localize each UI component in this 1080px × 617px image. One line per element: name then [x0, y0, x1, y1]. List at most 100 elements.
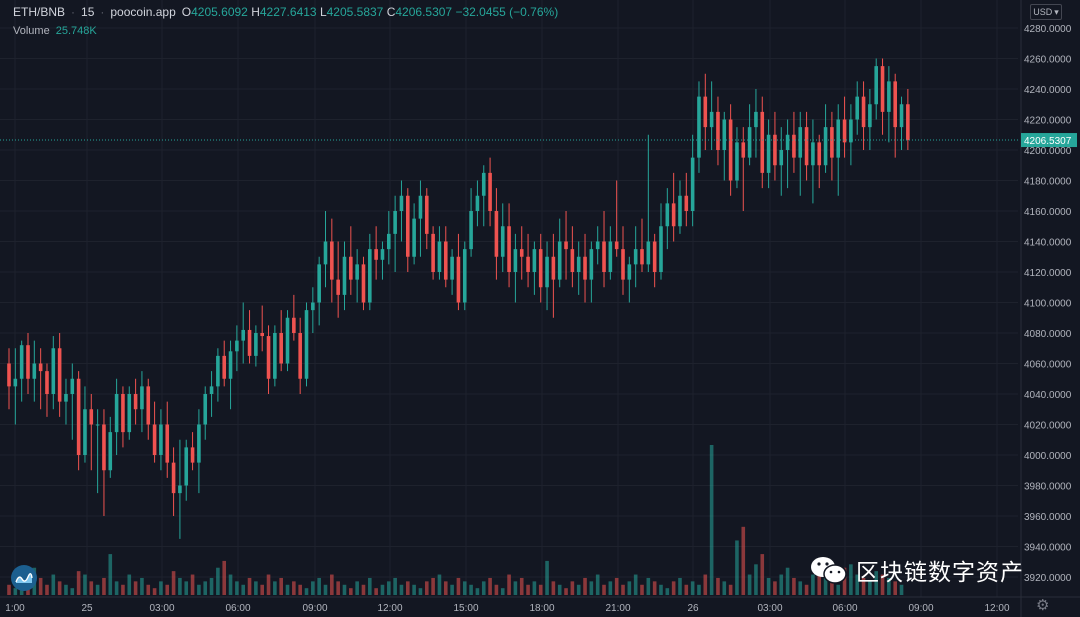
candle-body[interactable]: [678, 195, 682, 227]
candle-body[interactable]: [469, 211, 473, 250]
candle-body[interactable]: [893, 81, 897, 128]
candle-body[interactable]: [235, 340, 239, 352]
candle-body[interactable]: [665, 203, 670, 227]
candle-body[interactable]: [640, 249, 644, 265]
candle-body[interactable]: [564, 241, 568, 250]
candle-body[interactable]: [349, 256, 353, 280]
candle-body[interactable]: [754, 111, 758, 128]
candle-body[interactable]: [488, 172, 492, 211]
candle-body[interactable]: [7, 363, 11, 387]
candle-body[interactable]: [722, 119, 727, 151]
candle-body[interactable]: [589, 249, 594, 280]
interval-label[interactable]: 15: [81, 5, 95, 19]
candle-body[interactable]: [95, 424, 100, 426]
candle-body[interactable]: [538, 249, 543, 288]
candle-body[interactable]: [437, 241, 442, 273]
candle-body[interactable]: [456, 256, 461, 303]
candle-body[interactable]: [830, 127, 834, 158]
candle-body[interactable]: [747, 127, 752, 158]
candle-body[interactable]: [342, 256, 347, 295]
candle-body[interactable]: [247, 329, 252, 356]
candle-body[interactable]: [545, 256, 549, 288]
candle-body[interactable]: [89, 409, 94, 425]
candle-body[interactable]: [760, 111, 765, 173]
candle-body[interactable]: [576, 256, 581, 272]
candle-body[interactable]: [159, 424, 163, 456]
candle-body[interactable]: [19, 345, 24, 379]
candle-body[interactable]: [481, 172, 486, 196]
candle-body[interactable]: [380, 249, 385, 260]
candle-body[interactable]: [273, 333, 277, 379]
candle-body[interactable]: [519, 249, 524, 257]
candle-body[interactable]: [127, 394, 132, 433]
candle-body[interactable]: [45, 371, 49, 394]
candle-body[interactable]: [222, 355, 227, 379]
candle-body[interactable]: [171, 462, 176, 494]
candle-body[interactable]: [121, 394, 125, 433]
candle-body[interactable]: [804, 127, 809, 166]
candle-body[interactable]: [849, 119, 853, 143]
candle-body[interactable]: [431, 233, 435, 272]
candle-body[interactable]: [317, 264, 321, 303]
candle-body[interactable]: [330, 241, 334, 280]
candle-body[interactable]: [728, 119, 733, 181]
candle-body[interactable]: [241, 329, 246, 341]
candle-body[interactable]: [387, 233, 391, 250]
candle-body[interactable]: [368, 249, 372, 303]
candle-body[interactable]: [583, 256, 587, 280]
candle-body[interactable]: [823, 127, 828, 166]
candle-body[interactable]: [811, 142, 815, 166]
candle-body[interactable]: [424, 195, 429, 234]
volume-label[interactable]: Volume: [13, 25, 50, 37]
candle-body[interactable]: [405, 195, 410, 257]
candle-body[interactable]: [785, 134, 790, 150]
candle-body[interactable]: [184, 447, 189, 486]
candle-body[interactable]: [526, 256, 530, 272]
candle-body[interactable]: [906, 104, 910, 141]
candle-body[interactable]: [659, 226, 663, 272]
gear-icon[interactable]: ⚙: [1036, 597, 1050, 614]
candle-body[interactable]: [443, 241, 448, 280]
candle-body[interactable]: [792, 134, 796, 158]
candle-body[interactable]: [285, 317, 290, 364]
candle-body[interactable]: [570, 249, 575, 272]
candle-body[interactable]: [203, 394, 208, 425]
candle-body[interactable]: [633, 249, 638, 265]
candle-body[interactable]: [716, 111, 720, 150]
candle-body[interactable]: [51, 348, 56, 394]
candle-body[interactable]: [152, 424, 157, 456]
poocoin-logo-icon[interactable]: [11, 565, 37, 591]
candle-body[interactable]: [671, 203, 676, 227]
candle-body[interactable]: [855, 96, 860, 120]
candle-body[interactable]: [627, 264, 632, 280]
candle-body[interactable]: [462, 249, 467, 303]
candle-body[interactable]: [76, 378, 81, 455]
symbol-name[interactable]: ETH/BNB: [13, 5, 66, 19]
candle-body[interactable]: [374, 249, 378, 260]
candle-body[interactable]: [355, 264, 359, 280]
candle-body[interactable]: [57, 348, 62, 402]
candle-body[interactable]: [532, 249, 537, 272]
candle-body[interactable]: [861, 96, 866, 128]
candle-body[interactable]: [697, 96, 701, 158]
candle-body[interactable]: [614, 241, 619, 250]
candle-body[interactable]: [108, 432, 113, 471]
candle-body[interactable]: [684, 195, 689, 211]
candle-body[interactable]: [178, 485, 182, 494]
candle-body[interactable]: [260, 333, 264, 337]
candle-body[interactable]: [197, 424, 201, 463]
candle-body[interactable]: [292, 317, 296, 333]
candle-body[interactable]: [500, 226, 505, 257]
candle-body[interactable]: [741, 142, 746, 158]
candle-body[interactable]: [779, 150, 784, 166]
candle-body[interactable]: [133, 394, 138, 410]
candle-body[interactable]: [418, 195, 423, 219]
candle-body[interactable]: [735, 142, 739, 181]
candle-body[interactable]: [412, 218, 416, 257]
candle-body[interactable]: [703, 96, 708, 128]
candle-body[interactable]: [880, 66, 885, 112]
candle-body[interactable]: [83, 409, 87, 455]
currency-selector[interactable]: USD ▾: [1030, 4, 1062, 20]
candle-body[interactable]: [595, 241, 600, 250]
candle-body[interactable]: [298, 333, 302, 379]
